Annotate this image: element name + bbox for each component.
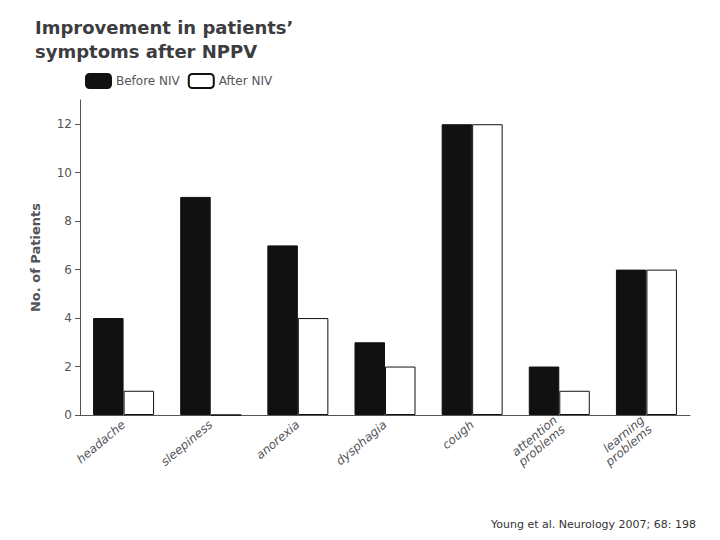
svg-text:6: 6 (64, 263, 72, 277)
svg-text:0: 0 (64, 408, 72, 422)
svg-text:attention: attention (509, 413, 560, 459)
svg-text:symptoms after NPPV: symptoms after NPPV (35, 41, 257, 62)
svg-text:learning: learning (600, 413, 648, 456)
svg-text:10: 10 (57, 166, 72, 180)
svg-text:4: 4 (64, 311, 72, 325)
svg-text:headache: headache (74, 418, 128, 467)
svg-text:problems: problems (602, 422, 655, 469)
svg-text:8: 8 (64, 214, 72, 228)
svg-text:dysphagia: dysphagia (333, 418, 389, 468)
svg-text:Young et al. Neurology 2007; 6: Young et al. Neurology 2007; 68: 198 (490, 518, 696, 531)
svg-text:2: 2 (64, 360, 72, 374)
svg-text:cough: cough (439, 418, 476, 452)
svg-text:12: 12 (57, 117, 72, 131)
svg-text:anorexia: anorexia (253, 418, 302, 462)
svg-text:Improvement in patients’: Improvement in patients’ (35, 17, 293, 38)
svg-text:Before NIV: Before NIV (116, 74, 181, 88)
svg-text:sleepiness: sleepiness (158, 418, 215, 469)
svg-text:No. of Patients: No. of Patients (28, 203, 43, 312)
svg-text:problems: problems (515, 422, 568, 469)
svg-text:After NIV: After NIV (219, 74, 273, 88)
